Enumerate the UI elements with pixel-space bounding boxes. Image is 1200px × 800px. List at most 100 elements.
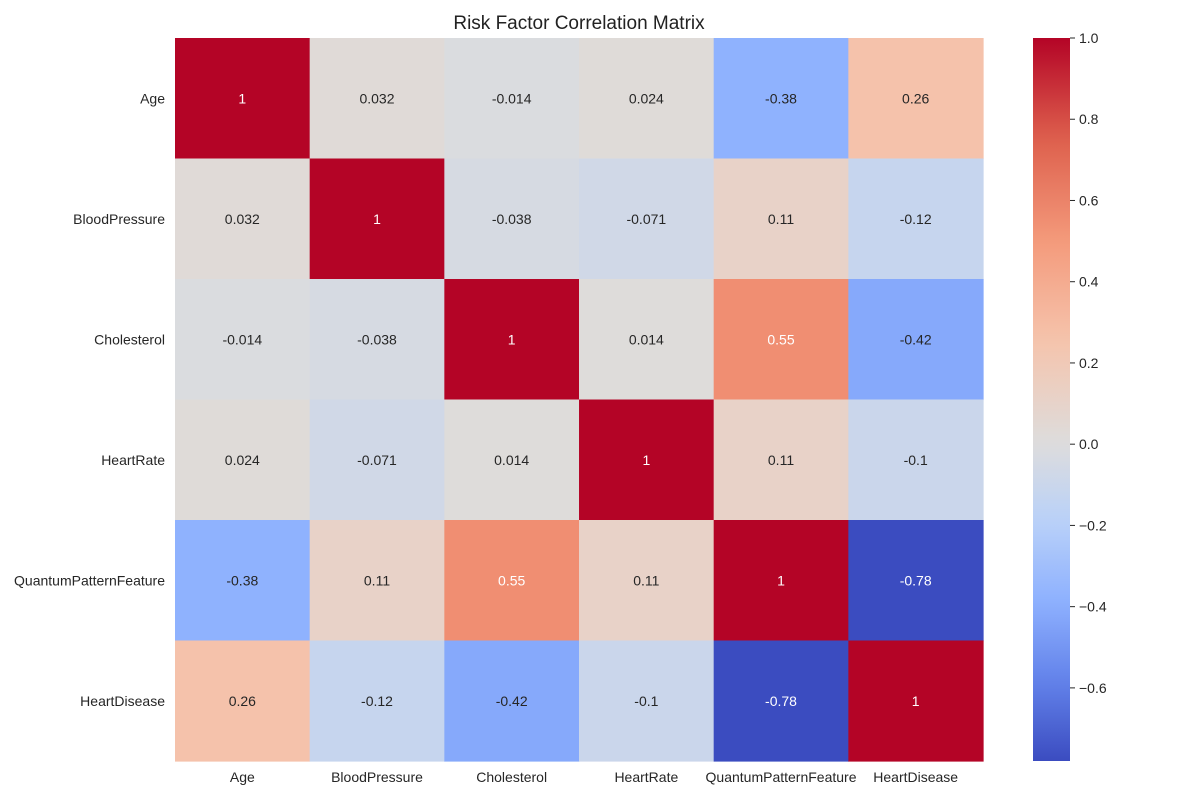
heatmap-cell xyxy=(848,158,984,280)
cell-annotation: 1 xyxy=(373,211,381,227)
heatmap-cell xyxy=(444,279,580,401)
cell-annotation: -0.78 xyxy=(900,572,932,588)
heatmap-cells: 1 0.032 -0.014 0.024 -0.38 0.26 0.032 1 -0.038 -0… xyxy=(175,38,984,762)
cell-annotation: 0.11 xyxy=(364,572,390,588)
cell-annotation: 0.26 xyxy=(902,90,929,106)
cell-annotation: -0.071 xyxy=(626,211,666,227)
cell-annotation: 1 xyxy=(508,331,516,347)
cell-annotation: -0.014 xyxy=(222,331,262,347)
cell-annotation: 0.032 xyxy=(359,90,394,106)
heatmap-cell xyxy=(175,158,311,280)
x-tick-label: HeartRate xyxy=(614,769,678,785)
cell-annotation: 0.032 xyxy=(225,211,260,227)
cell-annotation: 0.024 xyxy=(225,452,260,468)
heatmap-cell xyxy=(175,640,311,762)
cell-annotation: 1 xyxy=(912,693,920,709)
cell-annotation: -0.1 xyxy=(904,452,928,468)
heatmap-cell xyxy=(848,399,984,521)
heatmap-cell xyxy=(848,279,984,401)
cell-annotation: -0.38 xyxy=(765,90,797,106)
heatmap-cell xyxy=(848,640,984,762)
heatmap-cell xyxy=(309,399,445,521)
colorbar-tick-label: 0.6 xyxy=(1079,192,1099,208)
x-tick-label: HeartDisease xyxy=(873,769,958,785)
colorbar xyxy=(1033,38,1070,761)
cell-annotation: 0.014 xyxy=(494,452,529,468)
cell-annotation: -0.42 xyxy=(496,693,528,709)
colorbar-tick-label: −0.4 xyxy=(1079,599,1107,615)
heatmap-cell xyxy=(175,279,311,401)
colorbar-tick-label: −0.6 xyxy=(1079,680,1107,696)
heatmap-cell xyxy=(713,399,849,521)
cell-annotation: 0.11 xyxy=(768,452,794,468)
cell-annotation: 0.55 xyxy=(498,572,525,588)
heatmap-cell xyxy=(309,520,445,642)
heatmap-cell xyxy=(175,399,311,521)
cell-annotation: 0.024 xyxy=(629,90,664,106)
heatmap-cell xyxy=(579,279,715,401)
heatmap-cell xyxy=(309,640,445,762)
y-tick-label: QuantumPatternFeature xyxy=(14,572,165,588)
chart-title: Risk Factor Correlation Matrix xyxy=(453,13,705,34)
colorbar-tick-label: 0.0 xyxy=(1079,436,1099,452)
x-tick-label: QuantumPatternFeature xyxy=(706,769,857,785)
heatmap-cell xyxy=(175,38,311,160)
heatmap-cell xyxy=(848,38,984,160)
y-tick-label: HeartDisease xyxy=(80,693,165,709)
cell-annotation: 1 xyxy=(642,452,650,468)
heatmap-cell xyxy=(444,399,580,521)
cell-annotation: -0.38 xyxy=(226,572,258,588)
y-tick-label: Cholesterol xyxy=(94,331,165,347)
heatmap-cell xyxy=(713,38,849,160)
colorbar-tick-label: −0.2 xyxy=(1079,517,1107,533)
y-tick-label: Age xyxy=(140,90,165,106)
x-tick-label: BloodPressure xyxy=(331,769,423,785)
cell-annotation: 1 xyxy=(777,572,785,588)
heatmap-cell xyxy=(579,520,715,642)
heatmap-cell xyxy=(713,520,849,642)
heatmap-cell xyxy=(309,279,445,401)
heatmap-cell xyxy=(848,520,984,642)
y-tick-labels: Age BloodPressure Cholesterol HeartRate Quan… xyxy=(14,90,165,709)
cell-annotation: -0.014 xyxy=(492,90,532,106)
heatmap-cell xyxy=(579,38,715,160)
x-tick-labels: Age BloodPressure Cholesterol HeartRate Quan… xyxy=(230,769,958,785)
heatmap-cell xyxy=(444,158,580,280)
colorbar-tick-label: 0.4 xyxy=(1079,274,1099,290)
cell-annotation: 0.26 xyxy=(229,693,256,709)
colorbar-tick-label: 0.2 xyxy=(1079,355,1099,371)
heatmap-cell xyxy=(713,640,849,762)
colorbar-tick-label: 0.8 xyxy=(1079,111,1099,127)
colorbar-ticks: 1.0 0.8 0.6 0.4 0.2 0.0 −0.2 −0.4 −0.6 xyxy=(1070,30,1107,696)
heatmap-cell xyxy=(309,158,445,280)
heatmap-cell xyxy=(175,520,311,642)
heatmap-cell xyxy=(579,158,715,280)
heatmap-cell xyxy=(309,38,445,160)
cell-annotation: -0.1 xyxy=(634,693,658,709)
cell-annotation: -0.038 xyxy=(357,331,397,347)
y-tick-label: BloodPressure xyxy=(73,211,165,227)
cell-annotation: -0.071 xyxy=(357,452,397,468)
x-tick-label: Cholesterol xyxy=(476,769,547,785)
heatmap-cell xyxy=(713,279,849,401)
cell-annotation: -0.78 xyxy=(765,693,797,709)
cell-annotation: 0.014 xyxy=(629,331,664,347)
cell-annotation: -0.12 xyxy=(361,693,393,709)
cell-annotation: -0.12 xyxy=(900,211,932,227)
heatmap-cell xyxy=(444,640,580,762)
cell-annotation: 1 xyxy=(238,90,246,106)
cell-annotation: -0.42 xyxy=(900,331,932,347)
cell-annotation: 0.11 xyxy=(633,572,659,588)
cell-annotation: 0.55 xyxy=(767,331,794,347)
x-tick-label: Age xyxy=(230,769,255,785)
heatmap-cell xyxy=(444,38,580,160)
heatmap-cell xyxy=(579,640,715,762)
cell-annotation: 0.11 xyxy=(768,211,794,227)
heatmap-cell xyxy=(713,158,849,280)
colorbar-tick-label: 1.0 xyxy=(1079,30,1099,46)
cell-annotation: -0.038 xyxy=(492,211,532,227)
heatmap-cell xyxy=(579,399,715,521)
heatmap-cell xyxy=(444,520,580,642)
y-tick-label: HeartRate xyxy=(101,452,165,468)
